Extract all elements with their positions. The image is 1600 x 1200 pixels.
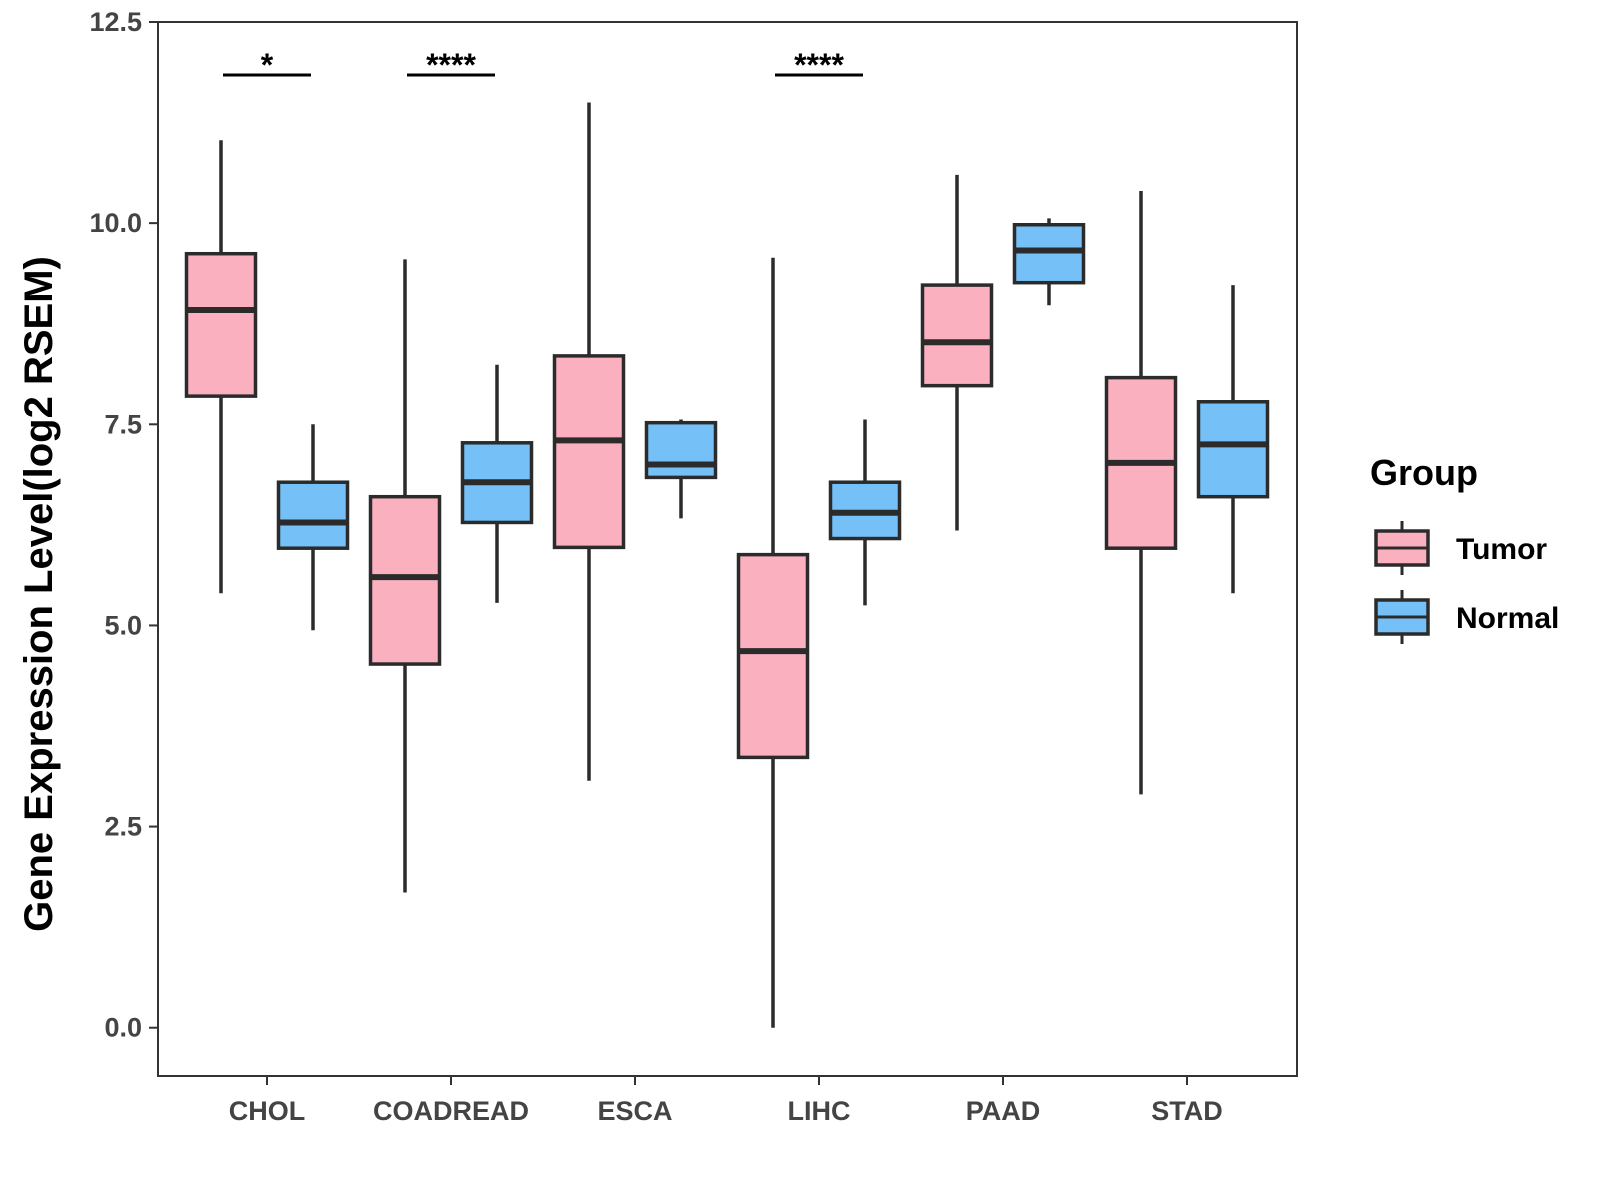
significance-label: * xyxy=(261,47,274,83)
box-normal xyxy=(1012,223,1086,285)
significance-label: **** xyxy=(426,47,476,83)
x-tick-label: PAAD xyxy=(966,1096,1041,1126)
box-normal xyxy=(1196,400,1270,499)
x-tick-label: STAD xyxy=(1151,1096,1223,1126)
box-tumor xyxy=(552,354,626,550)
significance-label: **** xyxy=(794,47,844,83)
box-normal xyxy=(644,420,718,480)
legend-title: Group xyxy=(1370,452,1478,493)
y-tick-label: 2.5 xyxy=(104,812,142,842)
y-tick-label: 5.0 xyxy=(104,610,142,640)
y-tick-label: 7.5 xyxy=(104,409,142,439)
box-tumor xyxy=(736,552,810,760)
y-tick-label: 10.0 xyxy=(89,208,142,238)
box-tumor xyxy=(184,251,258,398)
legend-label-tumor: Tumor xyxy=(1456,533,1547,566)
box-tumor xyxy=(368,494,442,666)
x-tick-label: LIHC xyxy=(788,1096,851,1126)
legend: Group Tumor Normal xyxy=(1370,452,1559,644)
y-axis: 0.0 2.5 5.0 7.5 10.0 12.5 xyxy=(89,7,158,1043)
x-tick-label: COADREAD xyxy=(373,1096,529,1126)
box-tumor xyxy=(920,283,994,388)
y-axis-title: Gene Expression Level(log2 RSEM) xyxy=(17,256,61,932)
box-series xyxy=(184,102,1270,1028)
box-normal xyxy=(276,480,350,550)
panel-border xyxy=(157,21,1298,1077)
legend-label-normal: Normal xyxy=(1456,602,1559,635)
y-tick-label: 0.0 xyxy=(104,1013,142,1043)
x-tick-label: ESCA xyxy=(597,1096,672,1126)
x-tick-label: CHOL xyxy=(229,1096,306,1126)
significance-annotations: * **** **** xyxy=(223,47,863,83)
x-axis: CHOL COADREAD ESCA LIHC PAAD STAD xyxy=(229,1076,1223,1126)
y-tick-label: 12.5 xyxy=(89,7,142,37)
